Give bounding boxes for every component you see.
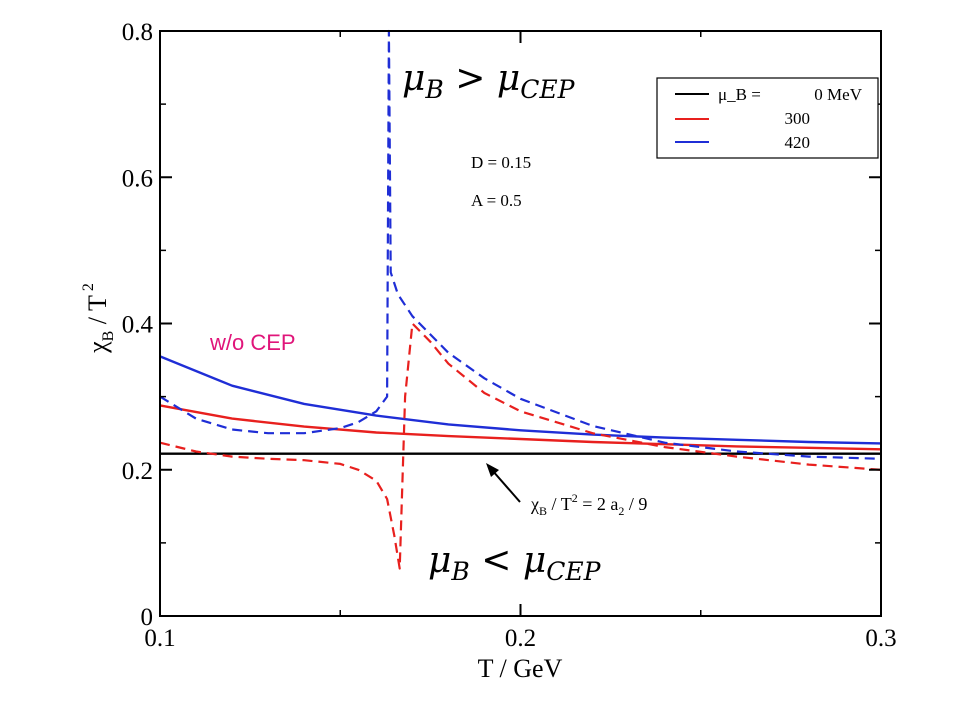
formula-arrow	[486, 463, 521, 503]
x-tick-label-2: 0.3	[865, 625, 896, 652]
y-axis-title: χB / T 2	[80, 283, 117, 354]
x-tick-label-1: 0.2	[505, 625, 536, 652]
legend: μ_B = 0 MeV 300 420	[656, 77, 879, 159]
param-d: D = 0.15	[471, 153, 531, 172]
x-tick-label-0: 0.1	[144, 625, 175, 652]
y-tick-label-1: 0.2	[122, 458, 153, 485]
formula-label: χB / T2 = 2 a2 / 9	[530, 491, 647, 518]
y-tick-label-2: 0.4	[122, 312, 154, 339]
legend-label-0: 0 MeV	[814, 85, 862, 104]
series-layer	[159, 29, 882, 570]
x-axis-title: T / GeV	[478, 654, 563, 683]
y-axis-chi-sub: B	[100, 331, 117, 342]
legend-label-1: 300	[785, 109, 811, 128]
y-tick-label-3: 0.6	[122, 165, 153, 192]
y-axis-per-t: / T	[83, 295, 112, 331]
y-axis-chi: χ	[83, 341, 112, 354]
param-a: A = 0.5	[471, 191, 522, 210]
series-line-2-solid	[159, 355, 882, 445]
mu-b-greater-mu-cep: μB > μCEP	[402, 58, 576, 104]
ticks-layer: 0.1 0.2 0.3 0 0.2 0.4 0.6 0.8	[122, 19, 897, 652]
series-line-4-dashed	[159, 29, 882, 460]
series-line-1-solid	[159, 404, 882, 451]
svg-text:χB / T2: χB / T 2	[80, 283, 117, 354]
legend-header: μ_B =	[718, 85, 761, 104]
legend-label-2: 420	[785, 133, 811, 152]
y-tick-label-4: 0.8	[122, 19, 153, 46]
wo-cep-label: w/o CEP	[209, 330, 296, 355]
y-tick-label-0: 0	[141, 604, 154, 631]
mu-b-less-mu-cep: μB < μCEP	[428, 540, 602, 586]
y-axis-t-sup: 2	[80, 283, 97, 291]
